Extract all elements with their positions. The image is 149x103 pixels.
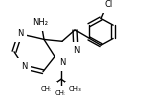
Text: N: N (73, 46, 79, 55)
Text: CH₃: CH₃ (41, 86, 53, 92)
Text: NH₂: NH₂ (32, 18, 48, 27)
Text: N: N (21, 62, 27, 71)
Text: CH₃: CH₃ (69, 86, 81, 92)
Text: N: N (17, 29, 23, 38)
Text: CH₃: CH₃ (55, 90, 67, 96)
Text: N: N (59, 58, 65, 67)
Text: Cl: Cl (105, 0, 113, 9)
